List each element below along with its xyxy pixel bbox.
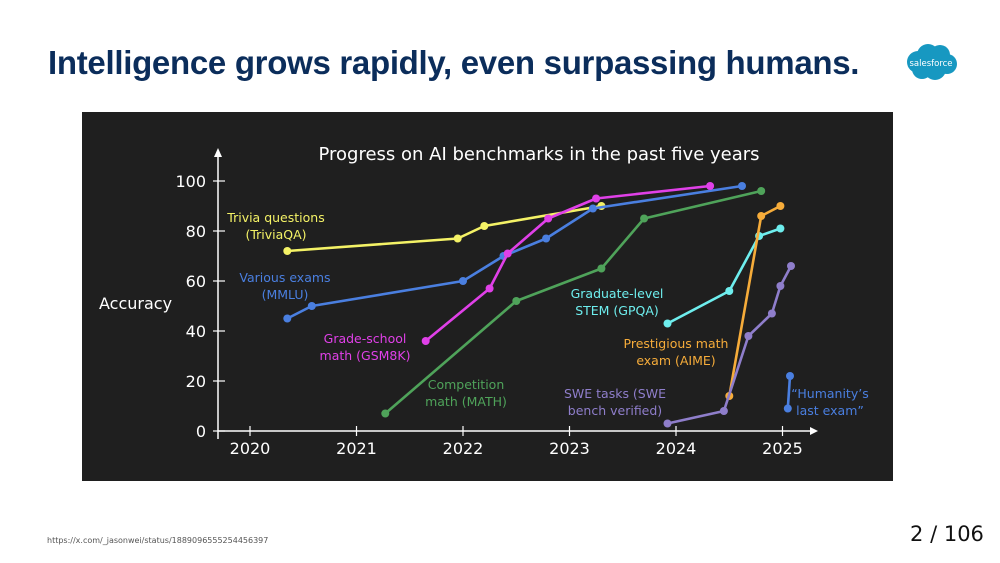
series-line <box>424 184 711 343</box>
data-point <box>512 297 521 305</box>
data-point <box>453 234 462 243</box>
series-4 <box>663 224 785 328</box>
data-point <box>725 287 734 295</box>
y-tick-label: 0 <box>196 422 206 441</box>
series-label-line: (MMLU) <box>262 287 309 302</box>
series-label: Competition math (MATH) <box>425 377 507 409</box>
series-label-line: Various exams <box>239 270 330 285</box>
data-point <box>757 212 766 220</box>
series-6 <box>663 262 795 428</box>
data-point <box>480 222 489 230</box>
x-axis-arrow <box>810 427 818 435</box>
logo-text: salesforce <box>909 59 952 69</box>
data-point <box>421 337 430 345</box>
data-point <box>307 302 316 310</box>
data-point <box>459 277 467 285</box>
data-point <box>787 262 795 270</box>
data-point <box>640 214 649 223</box>
data-point <box>776 202 785 210</box>
series-7 <box>783 372 794 413</box>
data-point <box>738 182 746 190</box>
data-point <box>767 309 776 318</box>
series-label-line: Graduate-level <box>571 286 664 301</box>
page-indicator: 2 / 106 <box>910 522 984 546</box>
page-current: 2 <box>910 522 924 546</box>
data-point <box>776 282 785 290</box>
series-label-line: SWE tasks (SWE <box>564 386 666 401</box>
y-axis-arrow <box>214 148 222 157</box>
series-label-line: exam (AIME) <box>636 353 715 368</box>
series-2 <box>421 182 715 345</box>
series-label-line: Prestigious math <box>624 336 729 351</box>
data-point <box>663 419 672 428</box>
x-tick-label: 2025 <box>762 439 803 458</box>
y-tick-label: 40 <box>186 322 206 341</box>
series-line <box>786 375 792 409</box>
y-axis-label: Accuracy <box>99 294 172 313</box>
data-point <box>542 234 551 243</box>
data-point <box>783 404 792 413</box>
y-tick-label: 60 <box>186 272 206 291</box>
y-tick-label: 80 <box>186 222 206 241</box>
page-separator: / <box>930 522 938 546</box>
series-label-line: “Humanity’s <box>791 386 868 401</box>
axes: 0 20 40 60 80 100 2020 2021 2022 2023 2024 2025 <box>175 148 818 458</box>
data-point <box>381 409 390 418</box>
benchmark-chart: Progress on AI benchmarks in the past fi… <box>99 144 869 458</box>
data-point <box>706 182 715 190</box>
series-1 <box>283 182 746 323</box>
data-point <box>544 214 553 223</box>
series-label-line: Trivia questions <box>226 210 324 225</box>
series-label-line: math (MATH) <box>425 394 507 409</box>
chart-title: Progress on AI benchmarks in the past fi… <box>318 144 759 165</box>
series-label: “Humanity’s last exam” <box>791 386 868 418</box>
source-link[interactable]: https://x.com/_jasonwei/status/188909655… <box>47 536 269 545</box>
series-label: Graduate-level STEM (GPQA) <box>571 286 664 318</box>
series-label-line: last exam” <box>796 403 864 418</box>
series-label-line: Competition <box>428 377 505 392</box>
series-label: Prestigious math exam (AIME) <box>624 336 729 368</box>
data-point <box>663 319 672 328</box>
data-point <box>503 249 512 258</box>
data-point <box>786 372 794 380</box>
series-layer <box>283 182 795 428</box>
slide-title: Intelligence grows rapidly, even surpass… <box>48 44 860 81</box>
data-point <box>283 314 292 323</box>
series-label-line: Grade-school <box>324 331 407 346</box>
series-0 <box>283 202 606 255</box>
data-point <box>485 284 494 293</box>
x-tick-label: 2021 <box>336 439 377 458</box>
data-point <box>592 194 601 203</box>
salesforce-logo-icon: salesforce <box>902 42 960 82</box>
series-label: Various exams (MMLU) <box>239 270 330 302</box>
series-labels: Trivia questions (TriviaQA) Various exams (… <box>226 210 868 418</box>
data-point <box>283 247 292 255</box>
series-label-line: bench verified) <box>568 403 662 418</box>
chart-panel: Progress on AI benchmarks in the past fi… <box>82 112 893 481</box>
data-point <box>776 224 785 233</box>
series-label: Trivia questions (TriviaQA) <box>226 210 324 242</box>
x-tick-label: 2020 <box>230 439 271 458</box>
series-line <box>287 204 602 253</box>
data-point <box>757 187 766 195</box>
x-tick-label: 2022 <box>443 439 484 458</box>
data-point <box>597 264 606 273</box>
series-label: Grade-school math (GSM8K) <box>320 331 411 363</box>
x-tick-label: 2024 <box>656 439 697 458</box>
page-total: 106 <box>943 522 984 546</box>
series-label-line: math (GSM8K) <box>320 348 411 363</box>
data-point <box>719 407 728 415</box>
data-point <box>744 332 753 340</box>
x-tick-label: 2023 <box>549 439 590 458</box>
series-3 <box>381 187 766 418</box>
y-tick-label: 20 <box>186 372 206 391</box>
series-line <box>666 227 781 325</box>
data-point <box>588 204 597 213</box>
y-tick-label: 100 <box>175 172 206 191</box>
series-label: SWE tasks (SWE bench verified) <box>564 386 666 418</box>
series-label-line: STEM (GPQA) <box>575 303 659 318</box>
series-label-line: (TriviaQA) <box>245 227 306 242</box>
